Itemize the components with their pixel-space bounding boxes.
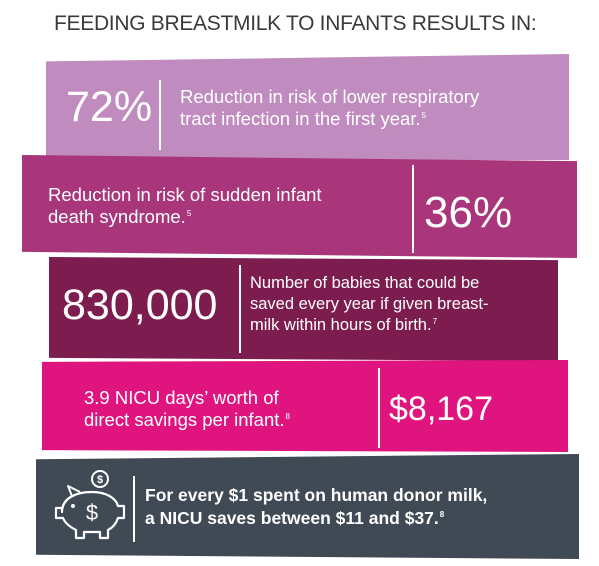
stat-description: Reduction in risk of lower respiratory t… [180, 86, 479, 130]
description-line: Number of babies that could be [250, 274, 480, 292]
stat-band-respiratory: 72% Reduction in risk of lower respirato… [46, 54, 569, 160]
divider [239, 265, 241, 353]
description-line: For every $1 spent on human donor milk, [145, 485, 488, 505]
stat-description: Reduction in risk of sudden infant death… [48, 184, 322, 228]
description-line: Reduction in risk of sudden infant [48, 184, 322, 205]
footer-band-donor-milk: $ $ For every $1 spent on human donor mi… [36, 454, 579, 559]
piggy-bank-dollar-icon: $ $ [54, 470, 126, 540]
stat-band-nicu-savings: 3.9 NICU days’ worth of direct savings p… [42, 360, 568, 452]
footnote-ref: 5 [186, 209, 192, 219]
description-line: death syndrome.5 [48, 206, 192, 228]
stat-value: 830,000 [62, 281, 218, 329]
svg-text:$: $ [86, 500, 98, 525]
description-line: Reduction in risk of lower respiratory [180, 86, 480, 107]
description-line: a NICU saves between $11 and $37.8 [145, 507, 445, 528]
description-line: 3.9 NICU days’ worth of [84, 387, 279, 408]
stat-description: Number of babies that could be saved eve… [250, 273, 488, 336]
page-title: FEEDING BREASTMILK TO INFANTS RESULTS IN… [54, 12, 537, 35]
svg-text:$: $ [97, 474, 103, 486]
description-line: direct savings per infant.8 [84, 409, 290, 431]
divider [133, 476, 135, 542]
divider [378, 368, 380, 448]
stat-band-sids: Reduction in risk of sudden infant death… [22, 155, 577, 258]
description-line: tract infection in the first year.5 [180, 108, 427, 130]
stat-description: 3.9 NICU days’ worth of direct savings p… [84, 387, 290, 431]
footnote-ref: 7 [432, 316, 438, 326]
stat-value: 72% [66, 83, 153, 131]
footnote-ref: 5 [421, 111, 427, 121]
footnote-ref: 8 [285, 412, 290, 422]
footnote-ref: 8 [439, 509, 445, 519]
divider [159, 80, 161, 150]
description-line: saved every year if given breast- [250, 295, 489, 314]
description-line: milk within hours of birth.7 [250, 316, 438, 335]
stat-value: 36% [424, 188, 513, 237]
stat-value: $8,167 [389, 390, 493, 428]
stat-band-babies-saved: 830,000 Number of babies that could be s… [49, 257, 558, 361]
footer-description: For every $1 spent on human donor milk, … [145, 484, 487, 530]
divider [412, 165, 414, 253]
